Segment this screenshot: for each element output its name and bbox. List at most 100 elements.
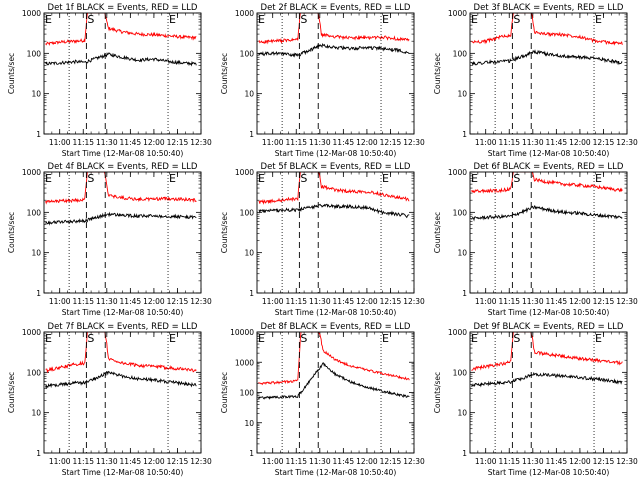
y-tick-label: 1000 <box>22 328 41 337</box>
series-line-black <box>471 49 623 66</box>
start-marker-label: S <box>300 13 307 26</box>
y-axis-label: Counts/sec <box>433 372 442 413</box>
series-line-red <box>258 13 410 45</box>
x-tick-label: 11:30 <box>96 457 118 466</box>
x-tick-label: 12:00 <box>143 138 165 147</box>
end-marker-label-left: E <box>471 13 478 26</box>
series-group <box>45 172 197 226</box>
series-line-red <box>45 172 197 205</box>
end-marker-label-left: E <box>45 13 52 26</box>
y-tick-label: 10 <box>31 249 41 258</box>
x-tick-label: 12:00 <box>143 457 165 466</box>
x-tick-label: 11:45 <box>546 457 568 466</box>
y-tick-label: 10 <box>457 90 467 99</box>
y-tick-label: 100 <box>240 49 255 58</box>
x-axis-label: Start Time (12-Mar-08 10:50:40) <box>275 149 397 158</box>
y-tick-label: 1000 <box>448 9 467 18</box>
x-tick-label: 12:15 <box>593 138 615 147</box>
end-marker-label-left: E <box>471 332 478 345</box>
x-tick-label: 11:30 <box>309 457 331 466</box>
y-tick-label: 100 <box>453 208 468 217</box>
x-tick-label: 11:45 <box>333 297 355 306</box>
x-tick-label: 12:30 <box>616 138 638 147</box>
x-axis-label: Start Time (12-Mar-08 10:50:40) <box>62 308 184 317</box>
y-tick-label: 10 <box>244 90 254 99</box>
chart-panel: Det 9f BLACK = Events, RED = LLD Counts/s… <box>433 322 638 477</box>
x-axis-label: Start Time (12-Mar-08 10:50:40) <box>488 308 610 317</box>
series-group <box>471 172 623 222</box>
start-marker-label: S <box>300 172 307 185</box>
end-marker-label: E <box>382 13 389 26</box>
plot-frame <box>469 12 628 135</box>
x-tick-label: 11:30 <box>309 138 331 147</box>
x-tick-label: 12:00 <box>356 457 378 466</box>
y-tick-label: 100 <box>27 368 42 377</box>
series-line-black <box>258 203 410 219</box>
x-tick-label: 11:00 <box>475 138 497 147</box>
plot-frame <box>43 12 202 135</box>
end-marker-label-left: E <box>258 13 265 26</box>
x-tick-label: 12:15 <box>380 138 402 147</box>
series-line-red <box>45 13 197 46</box>
y-tick-label: 1 <box>36 130 41 139</box>
y-tick-label: 1 <box>462 289 467 298</box>
x-tick-label: 11:15 <box>72 457 94 466</box>
x-tick-label: 11:00 <box>49 297 71 306</box>
y-tick-label: 1000 <box>235 168 254 177</box>
y-tick-label: 10 <box>244 249 254 258</box>
start-marker-label: S <box>513 332 520 345</box>
x-tick-label: 11:00 <box>49 138 71 147</box>
x-tick-label: 11:15 <box>72 138 94 147</box>
x-tick-label: 11:15 <box>498 457 520 466</box>
y-tick-label: 1 <box>249 130 254 139</box>
x-tick-label: 11:45 <box>120 457 142 466</box>
x-tick-label: 12:15 <box>593 297 615 306</box>
x-axis-label: Start Time (12-Mar-08 10:50:40) <box>488 468 610 477</box>
x-tick-label: 11:15 <box>285 457 307 466</box>
x-tick-label: 11:45 <box>333 457 355 466</box>
end-marker-label-left: E <box>45 172 52 185</box>
y-axis-label: Counts/sec <box>433 212 442 253</box>
y-tick-label: 100 <box>27 208 42 217</box>
y-tick-label: 1 <box>36 289 41 298</box>
plot-frame <box>469 331 628 454</box>
x-tick-label: 11:00 <box>262 138 284 147</box>
x-tick-label: 12:15 <box>167 457 189 466</box>
chart-panel: Det 4f BLACK = Events, RED = LLD Counts/s… <box>7 162 212 317</box>
end-marker-label: E <box>169 13 176 26</box>
y-tick-label: 1 <box>462 449 467 458</box>
end-marker-label: E <box>595 172 602 185</box>
plot-frame <box>43 171 202 294</box>
end-marker-label: E <box>382 332 389 345</box>
y-tick-label: 1000 <box>22 9 41 18</box>
start-marker-label: S <box>300 332 307 345</box>
chart-title: Det 7f BLACK = Events, RED = LLD <box>48 322 198 332</box>
series-group <box>471 13 623 66</box>
plot-frame <box>469 171 628 294</box>
series-group <box>471 332 623 388</box>
series-group <box>258 332 410 400</box>
end-marker-label: E <box>169 332 176 345</box>
x-tick-label: 12:30 <box>190 138 212 147</box>
y-tick-label: 10 <box>457 409 467 418</box>
y-axis-label: Counts/sec <box>220 372 229 413</box>
x-tick-label: 11:30 <box>522 297 544 306</box>
x-tick-label: 12:30 <box>616 297 638 306</box>
x-tick-label: 11:30 <box>309 297 331 306</box>
x-tick-label: 11:15 <box>285 297 307 306</box>
x-tick-label: 11:00 <box>475 457 497 466</box>
x-tick-label: 12:15 <box>380 457 402 466</box>
x-tick-label: 11:00 <box>49 457 71 466</box>
series-line-black <box>471 205 623 222</box>
chart-panel: Det 8f BLACK = Events, RED = LLD Counts/s… <box>220 322 425 477</box>
series-line-red <box>258 172 410 205</box>
x-tick-label: 12:00 <box>569 138 591 147</box>
end-marker-label-left: E <box>258 172 265 185</box>
chart-title: Det 2f BLACK = Events, RED = LLD <box>261 3 411 13</box>
x-tick-label: 12:00 <box>569 457 591 466</box>
y-axis-label: Counts/sec <box>7 53 16 94</box>
series-line-black <box>45 211 197 226</box>
y-axis-label: Counts/sec <box>7 212 16 253</box>
x-tick-label: 12:15 <box>167 297 189 306</box>
